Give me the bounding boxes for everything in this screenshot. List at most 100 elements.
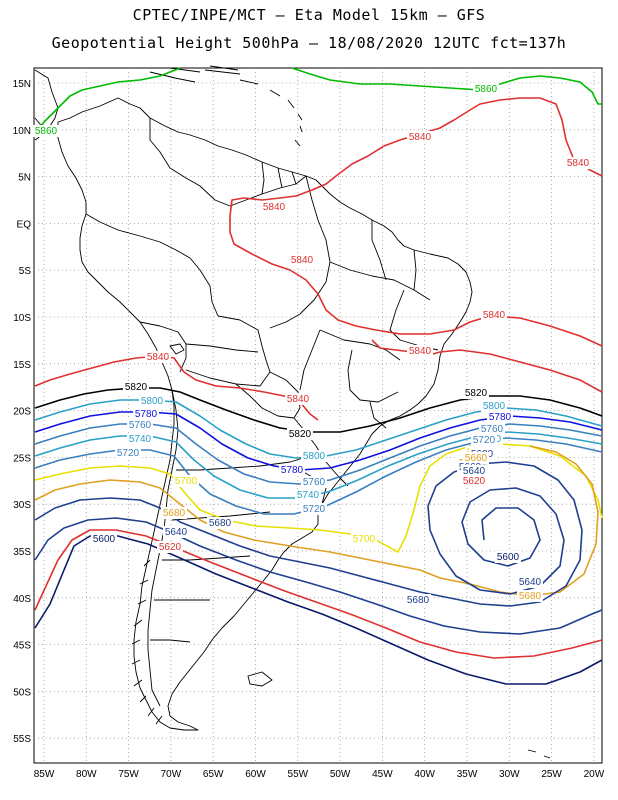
contour-label-background — [301, 450, 327, 462]
contour-5600 — [34, 535, 603, 685]
contour-label-background — [33, 125, 59, 137]
contour-label-background — [173, 475, 199, 487]
chart-title-line-1: CPTEC/INPE/MCT – Eta Model 15km – GFS — [132, 6, 486, 24]
latitude-tick-label: 15S — [13, 360, 31, 371]
contour-label-background — [279, 464, 305, 476]
lat-lon-grid — [34, 68, 602, 763]
contour-label: 5780 — [489, 412, 512, 423]
contour-label-background — [163, 526, 189, 538]
chart-title-line-2: Geopotential Height 500hPa – 18/08/2020 … — [51, 34, 567, 52]
contour-5840-south — [34, 355, 319, 421]
contour-label: 5820 — [125, 382, 148, 393]
contour-label-background — [207, 517, 233, 529]
contour-label: 5700 — [175, 476, 198, 487]
latitude-tick-label: 50S — [13, 687, 31, 698]
longitude-tick-label: 55W — [288, 769, 309, 780]
contour-label: 5840 — [483, 310, 506, 321]
longitude-tick-labels: 85W 80W 75W 70W 65W 60W 55W 50W 45W 40W 35W 30W 25W 2… — [34, 769, 605, 780]
contour-label: 5760 — [129, 420, 152, 431]
border-bolivia-brazil — [217, 315, 271, 373]
contour-label: 5660 — [465, 453, 488, 464]
latitude-tick-label: EQ — [17, 219, 32, 230]
contour-label-background — [285, 393, 311, 405]
south-georgia — [527, 749, 551, 759]
border-guianas — [261, 161, 297, 195]
contour-label: 5780 — [135, 409, 158, 420]
longitude-tick-label: 35W — [457, 769, 478, 780]
longitude-tick-label: 75W — [118, 769, 139, 780]
contour-label-background — [487, 411, 513, 423]
contour-label-background — [461, 475, 487, 487]
contour-label: 5600 — [93, 534, 116, 545]
latitude-tick-label: 30S — [13, 500, 31, 511]
contour-label-background — [351, 533, 377, 545]
contour-label-background — [145, 351, 171, 363]
border-bolivia-paraguay — [185, 369, 271, 387]
contour-label-background — [91, 533, 117, 545]
contour-label: 5720 — [473, 435, 496, 446]
latitude-tick-label: 45S — [13, 641, 31, 652]
longitude-tick-label: 45W — [372, 769, 393, 780]
contour-label: 5840 — [409, 346, 432, 357]
latitude-tick-label: 25S — [13, 453, 31, 464]
latitude-tick-labels: 15N 10N 5N EQ 5S 10S 15S 20S 25S 30S 35S 40S 45S 50S 5… — [13, 79, 32, 745]
contour-label-background — [461, 465, 487, 477]
longitude-tick-label: 30W — [499, 769, 520, 780]
map-frame — [33, 67, 603, 764]
longitude-tick-label: 70W — [161, 769, 182, 780]
contour-label-background — [481, 309, 507, 321]
contour-label: 5640 — [165, 527, 188, 538]
contour-label: 5620 — [463, 476, 486, 487]
contour-label: 5840 — [287, 394, 310, 405]
contour-label: 5800 — [483, 401, 506, 412]
latitude-tick-label: 40S — [13, 594, 31, 605]
longitude-tick-label: 20W — [584, 769, 605, 780]
border-venezuela-colombia — [149, 118, 216, 201]
caribbean-islands — [149, 69, 303, 147]
contour-label-background — [517, 576, 543, 588]
south-america-coast — [57, 97, 473, 731]
latitude-tick-label: 5S — [19, 266, 32, 277]
latitude-tick-label: 15N — [13, 79, 31, 90]
contour-label-background — [295, 489, 321, 501]
latitude-tick-label: 20S — [13, 407, 31, 418]
falkland-islands — [247, 671, 273, 687]
bolivia-interior — [185, 343, 259, 353]
contour-label-background — [301, 476, 327, 488]
contour-label: 5840 — [291, 255, 314, 266]
contour-label: 5760 — [303, 477, 326, 488]
latitude-tick-label: 5N — [18, 173, 31, 184]
contour-label-background — [407, 345, 433, 357]
contour-label-background — [139, 395, 165, 407]
contour-label: 5760 — [481, 424, 504, 435]
contour-label: 5800 — [303, 451, 326, 462]
border-argentina-paraguay — [235, 383, 295, 419]
latitude-tick-label: 10S — [13, 313, 31, 324]
contour-label: 5860 — [475, 84, 498, 95]
contour-label-background — [289, 254, 315, 266]
contour-label-background — [123, 381, 149, 393]
contour-label-background — [495, 551, 521, 563]
contour-label-background — [471, 434, 497, 446]
contour-label-background — [115, 447, 141, 459]
latitude-tick-label: 55S — [13, 734, 31, 745]
contour-label-background — [463, 387, 489, 399]
contour-label: 5640 — [463, 466, 486, 477]
contour-label: 5680 — [519, 591, 542, 602]
contour-label: 5740 — [297, 490, 320, 501]
contour-label: 5820 — [289, 429, 312, 440]
contour-label: 5800 — [141, 396, 164, 407]
contour-5820 — [34, 387, 603, 433]
latitude-tick-label: 35S — [13, 547, 31, 558]
contour-label-background — [481, 400, 507, 412]
longitude-tick-label: 25W — [541, 769, 562, 780]
contour-label-background — [473, 83, 499, 95]
contour-label: 5600 — [497, 552, 520, 563]
longitude-tick-label: 85W — [34, 769, 55, 780]
border-colombia-peru — [85, 213, 177, 251]
contour-5840-east — [371, 339, 603, 393]
border-peru-bolivia — [139, 321, 187, 373]
contour-label: 5840 — [147, 352, 170, 363]
contour-label: 5720 — [117, 448, 140, 459]
